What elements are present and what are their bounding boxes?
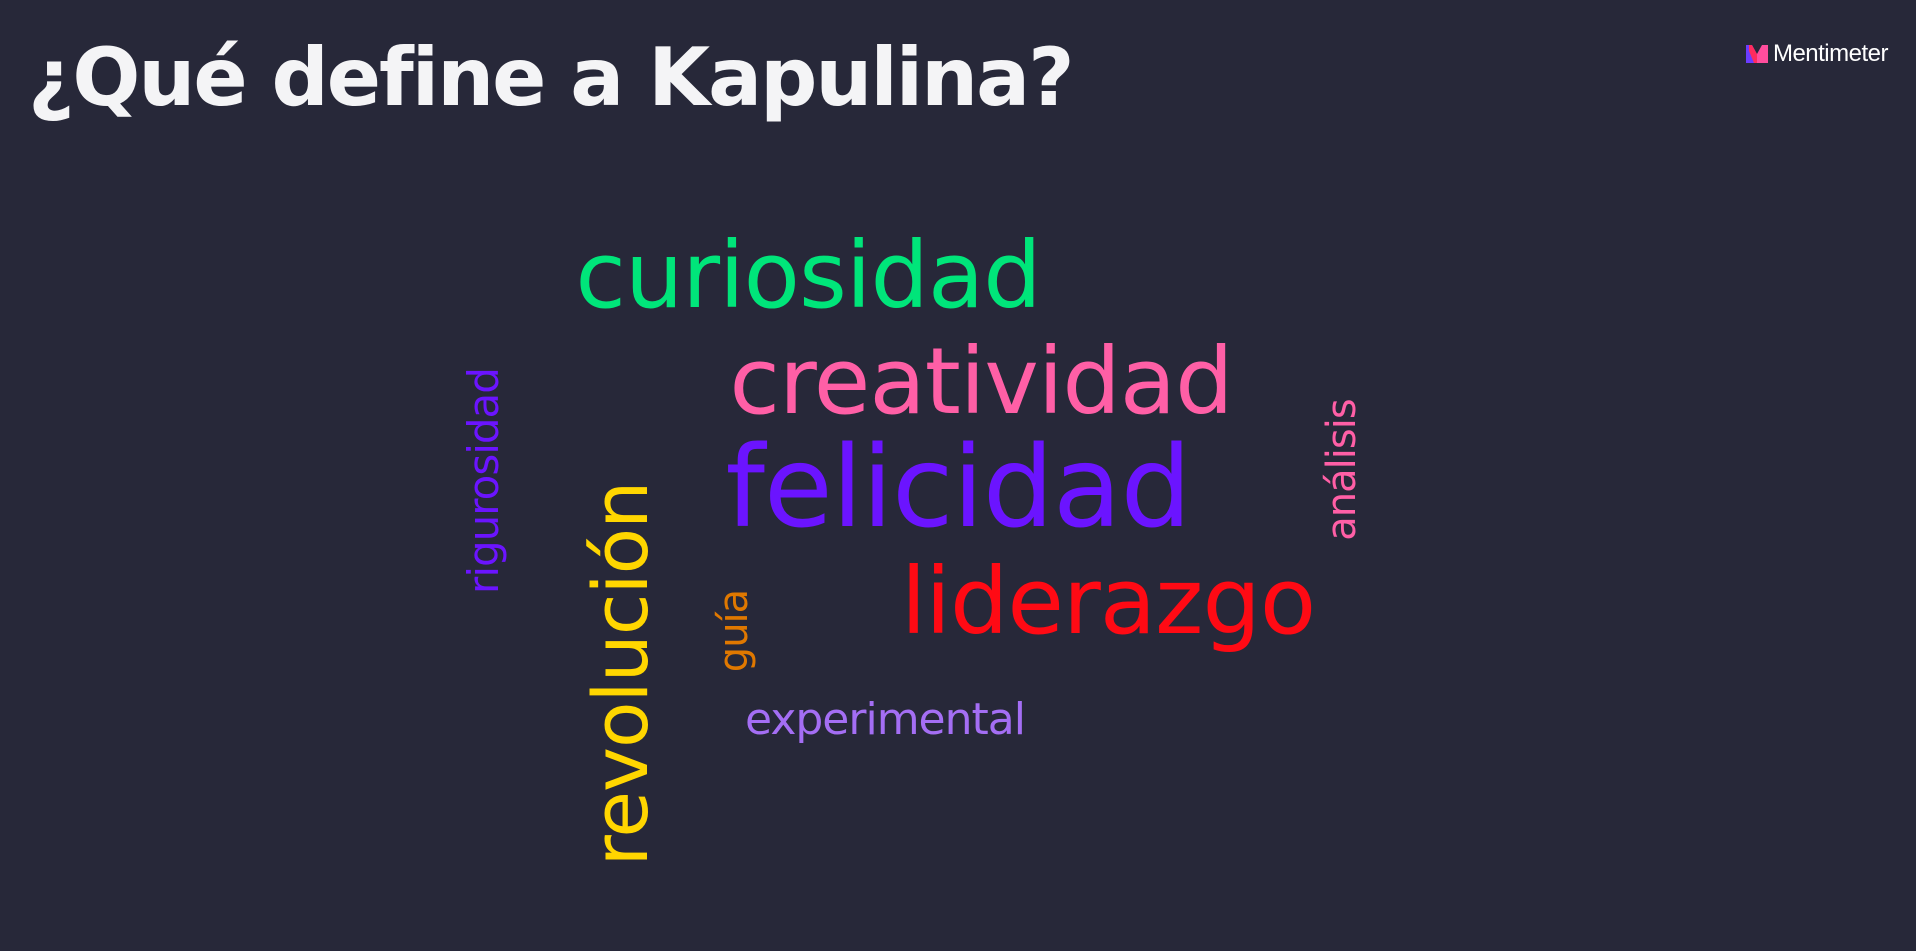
word-curiosidad: curiosidad [575, 222, 1041, 329]
word-rigurosidad: rigurosidad [459, 368, 508, 594]
slide-title: ¿Qué define a Kapulina? [28, 31, 1075, 124]
mentimeter-brand: Mentimeter [1745, 40, 1889, 67]
word-guia: guía [711, 589, 757, 673]
brand-name: Mentimeter [1772, 40, 1889, 67]
word-revolucion: revolución [576, 481, 665, 867]
word-liderazgo: liderazgo [900, 548, 1316, 655]
word-creatividad: creatividad [729, 328, 1233, 435]
word-experimental: experimental [745, 694, 1026, 745]
word-analisis: análisis [1319, 399, 1365, 541]
word-felicidad: felicidad [725, 423, 1191, 553]
mentimeter-logo-icon [1745, 45, 1768, 63]
